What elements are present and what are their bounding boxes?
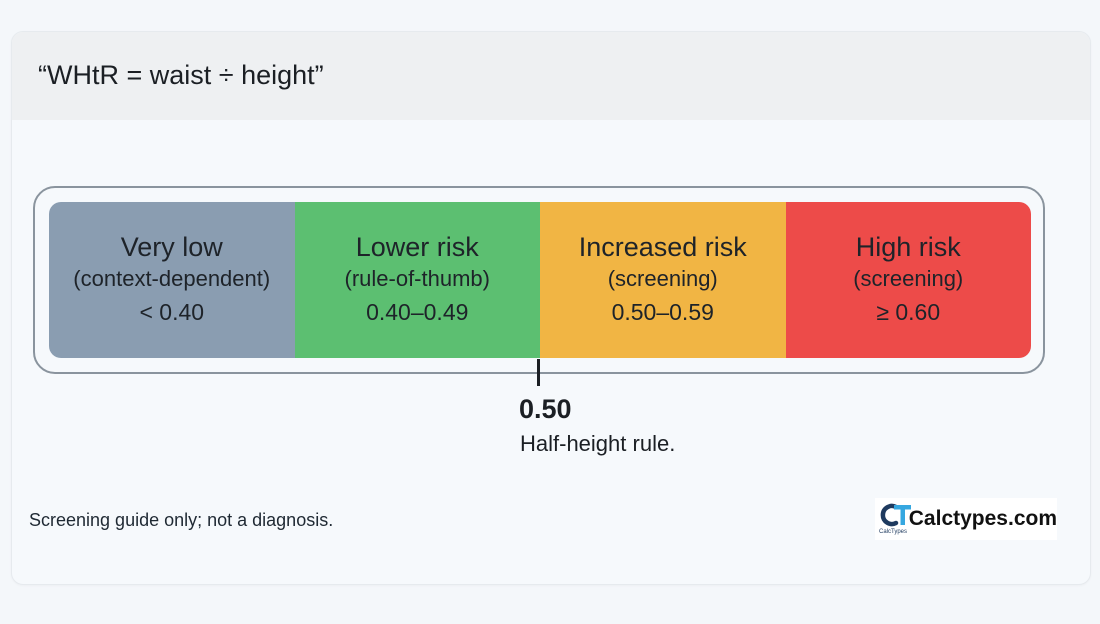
brand-subtext: CalcTypes (879, 529, 908, 535)
disclaimer-text: Screening guide only; not a diagnosis. (29, 510, 334, 530)
risk-scale: Very low (context-dependent) < 0.40 Lowe… (33, 186, 1045, 374)
band-range: < 0.40 (139, 299, 205, 325)
band-high-risk: High risk (screening) ≥ 0.60 (785, 202, 1031, 358)
band-increased-risk: Increased risk (screening) 0.50–0.59 (540, 202, 786, 358)
band-range: 0.40–0.49 (366, 299, 469, 325)
ct-logo-icon: CalcTypes (879, 498, 911, 540)
band-note: (screening) (853, 266, 964, 291)
band-very-low: Very low (context-dependent) < 0.40 (49, 202, 295, 358)
risk-band-row: Very low (context-dependent) < 0.40 Lowe… (49, 202, 1031, 358)
brand-watermark: CalcTypes Calctypes.com (875, 498, 1057, 540)
threshold-marker-line (537, 359, 540, 386)
band-lower-risk: Lower risk (rule-of-thumb) 0.40–0.49 (294, 202, 540, 358)
band-name: High risk (855, 232, 961, 262)
band-note: (context-dependent) (73, 266, 271, 291)
band-note: (rule-of-thumb) (344, 266, 490, 291)
formula-title: “WHtR = waist ÷ height” (38, 60, 324, 90)
band-range: 0.50–0.59 (611, 299, 714, 325)
ct-logo-mark (880, 503, 911, 527)
card-header: “WHtR = waist ÷ height” (12, 32, 1090, 120)
band-name: Lower risk (355, 232, 479, 262)
brand-name: Calctypes.com (908, 507, 1057, 530)
threshold-marker-value: 0.50 (519, 394, 572, 424)
threshold-marker-caption: Half-height rule. (520, 431, 676, 456)
band-range: ≥ 0.60 (876, 299, 941, 325)
band-name: Increased risk (578, 232, 747, 262)
band-note: (screening) (607, 266, 718, 291)
band-name: Very low (120, 232, 223, 262)
